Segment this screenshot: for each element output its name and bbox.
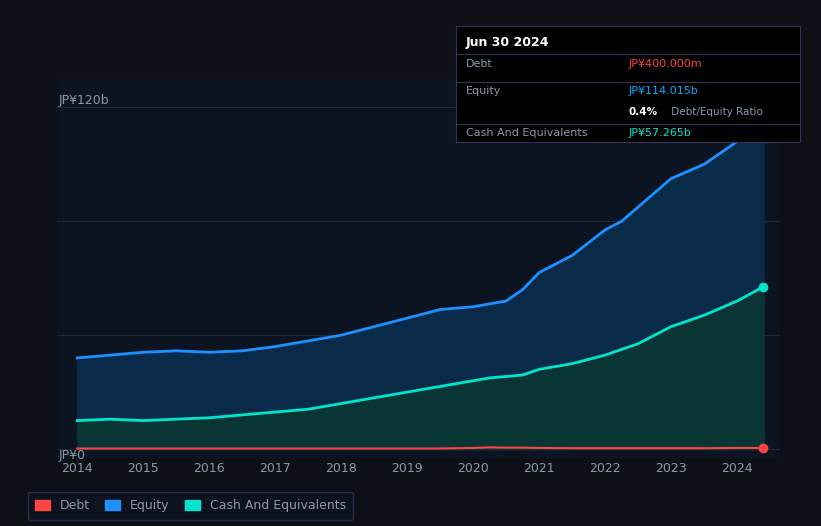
Text: JP¥114.015b: JP¥114.015b (628, 86, 698, 96)
Text: Debt/Equity Ratio: Debt/Equity Ratio (667, 107, 763, 117)
Text: JP¥0: JP¥0 (59, 449, 85, 462)
Text: Jun 30 2024: Jun 30 2024 (466, 36, 549, 48)
Text: JP¥57.265b: JP¥57.265b (628, 128, 691, 138)
Text: JP¥400.000m: JP¥400.000m (628, 59, 702, 69)
Text: Equity: Equity (466, 86, 502, 96)
Text: 0.4%: 0.4% (628, 107, 657, 117)
Text: Cash And Equivalents: Cash And Equivalents (466, 128, 588, 138)
Text: JP¥120b: JP¥120b (59, 94, 109, 107)
Legend: Debt, Equity, Cash And Equivalents: Debt, Equity, Cash And Equivalents (28, 491, 353, 520)
Text: Debt: Debt (466, 59, 493, 69)
